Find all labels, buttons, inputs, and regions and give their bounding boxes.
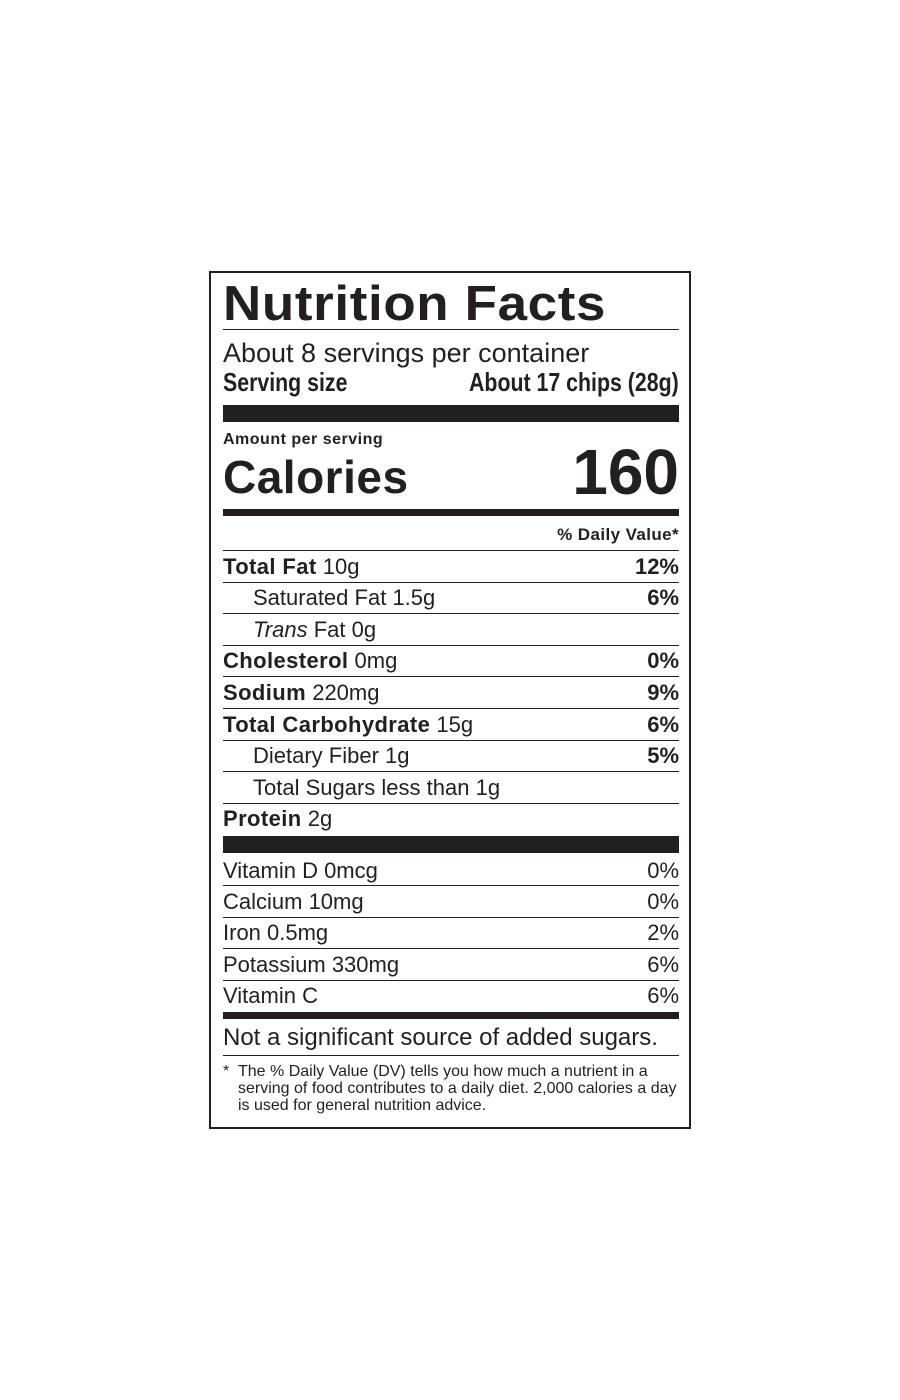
divider xyxy=(223,676,679,678)
vitamin-row: Vitamin C 6% xyxy=(223,981,679,1012)
vitamin-row: Iron 0.5mg 2% xyxy=(223,918,679,949)
divider xyxy=(223,1055,679,1056)
label-title: Nutrition Facts xyxy=(223,277,607,331)
nutrient-amount: 1g xyxy=(385,743,410,769)
vitamin-daily-value: 6% xyxy=(647,983,679,1009)
nutrient-name: Protein xyxy=(223,806,302,832)
added-sugars-note: Not a significant source of added sugars… xyxy=(223,1024,658,1051)
nutrient-daily-value: 9% xyxy=(647,679,679,705)
calories-label: Calories xyxy=(223,451,409,503)
medium-divider xyxy=(223,1012,679,1019)
nutrient-row: Cholesterol 0mg 0% xyxy=(223,646,679,677)
nutrition-facts-label: Nutrition Facts About 8 servings per con… xyxy=(209,271,691,1129)
nutrient-row: Protein 2g xyxy=(223,804,679,835)
nutrient-name: Trans xyxy=(253,616,308,642)
divider xyxy=(223,979,679,981)
nutrient-amount: 2g xyxy=(307,806,333,832)
divider xyxy=(223,771,679,773)
nutrient-row: Dietary Fiber 1g 5% xyxy=(223,741,679,772)
nutrient-amount: 0g xyxy=(351,616,377,642)
nutrient-amount: 0mg xyxy=(354,648,398,674)
thick-divider xyxy=(223,405,679,422)
divider xyxy=(223,329,679,330)
divider xyxy=(223,739,679,741)
nutrient-daily-value: 5% xyxy=(647,743,679,769)
nutrient-label: Total Sugars less than 1g xyxy=(223,775,500,801)
nutrient-name: Sodium xyxy=(223,679,307,705)
nutrient-amount: 15g xyxy=(436,711,474,737)
serving-size: Serving size About 17 chips (28g) xyxy=(223,367,679,397)
vitamin-row: Potassium 330mg 6% xyxy=(223,949,679,980)
vitamin-daily-value: 0% xyxy=(647,857,679,883)
vitamin-label: Calcium 10mg xyxy=(223,888,364,914)
nutrient-name: Total Sugars xyxy=(253,774,376,800)
divider xyxy=(223,948,679,950)
medium-divider xyxy=(223,509,679,516)
divider xyxy=(223,581,679,583)
vitamin-label: Potassium 330mg xyxy=(223,951,400,977)
nutrient-label: Total Fat 10g xyxy=(223,554,359,580)
nutrient-name: Dietary Fiber xyxy=(253,743,379,769)
nutrient-row: Saturated Fat 1.5g 6% xyxy=(223,583,679,614)
nutrient-daily-value: 12% xyxy=(634,553,679,579)
nutrient-label: Saturated Fat 1.5g xyxy=(223,585,435,611)
divider xyxy=(223,802,679,804)
vitamin-row: Calcium 10mg 0% xyxy=(223,886,679,917)
nutrient-daily-value: 0% xyxy=(647,648,679,674)
divider xyxy=(223,644,679,646)
nutrient-name-suffix: Fat xyxy=(313,616,346,642)
divider xyxy=(223,885,679,887)
vitamin-daily-value: 0% xyxy=(647,888,679,914)
serving-size-value: About 17 chips (28g) xyxy=(469,367,679,397)
nutrient-row: Total Carbohydrate 15g 6% xyxy=(223,709,679,740)
vitamin-label: Vitamin D 0mcg xyxy=(223,857,378,883)
daily-value-header: % Daily Value* xyxy=(557,525,679,544)
amount-per-serving: Amount per serving xyxy=(223,431,384,448)
nutrient-label: Sodium 220mg xyxy=(223,680,379,706)
footnote-marker: * xyxy=(223,1063,230,1080)
calories-row: Calories 160 xyxy=(223,436,679,508)
nutrient-amount: 10g xyxy=(322,553,360,579)
nutrient-label: Cholesterol 0mg xyxy=(223,648,397,674)
nutrient-name: Total Fat xyxy=(223,553,317,579)
nutrient-daily-value: 6% xyxy=(647,585,679,611)
nutrient-name: Total Carbohydrate xyxy=(223,711,431,737)
vitamin-row: Vitamin D 0mcg 0% xyxy=(223,855,679,886)
footnote: * The % Daily Value (DV) tells you how m… xyxy=(223,1063,679,1114)
nutrient-name: Saturated Fat xyxy=(253,585,387,611)
nutrient-amount: 1.5g xyxy=(392,585,436,611)
nutrient-amount: less than 1g xyxy=(381,774,501,800)
divider xyxy=(223,916,679,918)
nutrient-row: Total Sugars less than 1g xyxy=(223,772,679,803)
serving-size-label: Serving size xyxy=(223,367,348,397)
nutrient-row: Sodium 220mg 9% xyxy=(223,677,679,708)
divider xyxy=(223,550,679,551)
nutrient-label: Trans Fat 0g xyxy=(223,617,376,643)
nutrient-row: Total Fat 10g 12% xyxy=(223,551,679,582)
divider xyxy=(223,708,679,709)
divider xyxy=(223,613,679,615)
nutrient-label: Dietary Fiber 1g xyxy=(223,743,410,769)
nutrient-daily-value: 6% xyxy=(647,711,679,737)
vitamin-daily-value: 2% xyxy=(647,920,679,946)
vitamin-label: Vitamin C xyxy=(223,983,318,1009)
nutrient-amount: 220mg xyxy=(312,679,380,705)
nutrient-label: Protein 2g xyxy=(223,806,332,832)
servings-per-container: About 8 servings per container xyxy=(223,338,590,368)
thick-divider xyxy=(223,836,679,853)
nutrient-row: Trans Fat 0g xyxy=(223,614,679,645)
nutrient-label: Total Carbohydrate 15g xyxy=(223,712,473,738)
footnote-text: The % Daily Value (DV) tells you how muc… xyxy=(238,1063,677,1114)
nutrient-name: Cholesterol xyxy=(223,648,349,674)
calories-value: 160 xyxy=(572,436,679,508)
vitamin-daily-value: 6% xyxy=(647,951,679,977)
vitamin-label: Iron 0.5mg xyxy=(223,920,329,946)
